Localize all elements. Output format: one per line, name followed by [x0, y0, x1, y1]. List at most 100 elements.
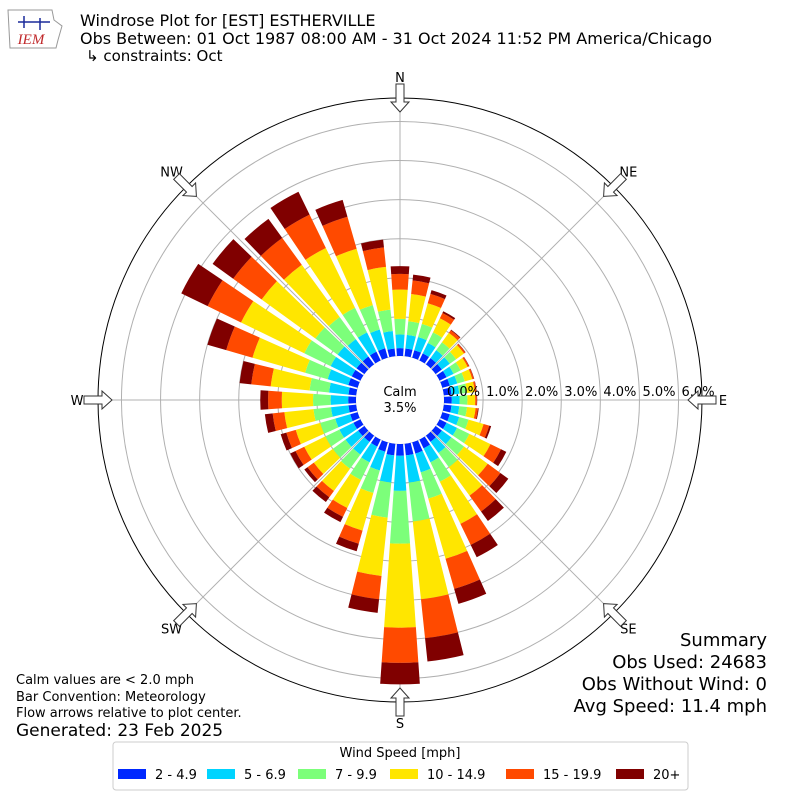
wind-bar [381, 627, 419, 663]
calm-title: Calm [383, 385, 416, 400]
wind-bar [459, 395, 468, 405]
flow-arrow [603, 172, 628, 197]
r-tick-label: 0.0% [447, 385, 480, 400]
chart-subtitle: Obs Between: 01 Oct 1987 08:00 AM - 31 O… [80, 29, 712, 48]
wind-bar [371, 480, 392, 518]
wind-bar [439, 475, 478, 524]
wind-bar [348, 378, 360, 388]
wind-bar [327, 499, 348, 517]
wind-bar [468, 368, 474, 380]
wind-bar [442, 387, 452, 396]
wind-bar [339, 422, 358, 438]
wind-bar [452, 427, 470, 444]
wind-bar [290, 450, 304, 469]
wind-bar [440, 378, 450, 388]
wind-bar [475, 394, 477, 406]
x-tick-label: N [395, 71, 405, 86]
wind-bar [322, 216, 357, 257]
wind-bar [270, 191, 310, 230]
wind-bar [422, 342, 436, 358]
wind-bar [348, 396, 357, 404]
flow-arrow [687, 389, 717, 411]
wind-bar [436, 371, 447, 381]
wind-bar [330, 405, 350, 417]
flow-arrow [389, 83, 411, 113]
wind-bar [436, 419, 447, 429]
wind-bar [415, 450, 431, 473]
wind-bar [447, 414, 460, 426]
wind-bar [367, 266, 391, 312]
wind-bar [450, 385, 460, 395]
wind-bar [364, 431, 375, 442]
wind-bar [321, 461, 351, 491]
wind-bar [304, 467, 318, 483]
wind-bar [345, 430, 363, 447]
wind-bar [272, 412, 288, 431]
wind-bar [427, 332, 443, 348]
wind-bar [207, 318, 235, 351]
summary-line: Obs Used: 24683 [612, 652, 767, 673]
wind-bar [392, 289, 408, 320]
wind-bar [268, 390, 283, 410]
wind-bar [456, 416, 469, 430]
wind-bar [353, 437, 370, 455]
wind-bar [450, 405, 460, 415]
wind-bar [281, 391, 314, 409]
wind-bar [395, 334, 405, 349]
wind-bar [460, 514, 491, 545]
wind-bar [313, 393, 331, 407]
wind-bar [384, 543, 416, 628]
wind-bar [405, 334, 416, 350]
wind-bar [431, 364, 442, 375]
wind-bar [344, 488, 374, 531]
wind-bar [369, 351, 381, 364]
wind-bar [421, 303, 441, 328]
wind-bar [316, 480, 334, 498]
wind-bar [465, 381, 475, 393]
wind-bar [207, 280, 254, 323]
legend-label: 2 - 4.9 [155, 768, 197, 783]
wind-bar [181, 263, 223, 307]
wind-bar [489, 472, 509, 494]
wind-bar [469, 485, 496, 512]
wind-bar [457, 406, 468, 417]
note: Flow arrows relative to plot center. [16, 706, 242, 721]
wind-bar [325, 429, 345, 447]
wind-bar [264, 413, 276, 433]
wind-bar [443, 396, 452, 404]
wind-bar [432, 318, 451, 338]
wind-bar [313, 448, 341, 475]
calm-value: 3.5% [383, 401, 416, 416]
wind-bar [327, 369, 351, 386]
wind-bar [307, 462, 324, 480]
note: Calm values are < 2.0 mph [16, 673, 194, 688]
wind-bar [430, 350, 443, 363]
wind-bar [408, 480, 430, 522]
wind-bar [483, 444, 502, 463]
wind-bar [351, 571, 382, 600]
wind-bar [396, 443, 404, 456]
wind-bar [378, 309, 393, 333]
wind-bar [441, 332, 458, 349]
wind-bar [393, 455, 407, 491]
wind-bar [359, 305, 380, 334]
wind-bar [438, 447, 458, 468]
wind-bar [412, 350, 422, 360]
wind-bar [226, 326, 260, 358]
wind-bar [348, 594, 380, 613]
wind-bar [357, 332, 377, 356]
r-tick-label: 1.0% [486, 385, 519, 400]
wind-bar [358, 425, 369, 436]
wind-bar [305, 359, 332, 380]
wind-bar [233, 256, 277, 300]
wind-bar [470, 533, 498, 558]
wind-bar [425, 632, 464, 662]
wind-bar [455, 357, 468, 371]
wind-bar [261, 281, 325, 339]
wind-bar [379, 454, 395, 483]
flow-arrow [389, 687, 411, 717]
wind-bar [405, 454, 421, 483]
wind-bar [444, 351, 457, 364]
legend-label: 10 - 14.9 [427, 768, 485, 783]
wind-bar [380, 662, 420, 685]
